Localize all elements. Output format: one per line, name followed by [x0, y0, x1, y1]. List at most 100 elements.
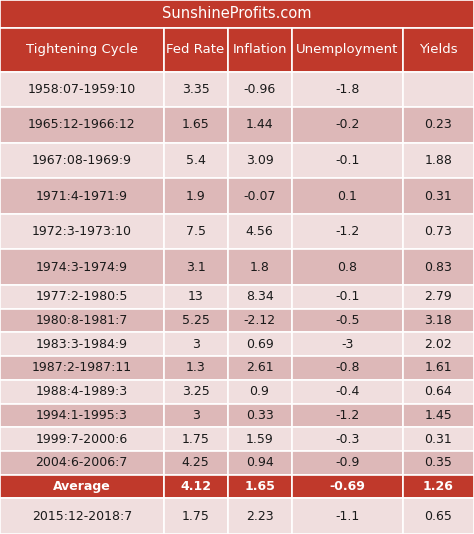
- Bar: [403, 380, 474, 404]
- Bar: [0, 28, 164, 72]
- Text: -0.4: -0.4: [335, 385, 359, 398]
- Bar: [292, 475, 403, 498]
- Text: 0.8: 0.8: [337, 261, 357, 274]
- Text: -0.8: -0.8: [335, 362, 359, 374]
- Text: 1.88: 1.88: [425, 154, 452, 167]
- Bar: [292, 143, 403, 178]
- Text: 4.12: 4.12: [180, 480, 211, 493]
- Bar: [228, 475, 292, 498]
- Text: 0.65: 0.65: [425, 510, 452, 523]
- Bar: [292, 451, 403, 475]
- Text: 3.18: 3.18: [425, 314, 452, 327]
- Bar: [403, 285, 474, 309]
- Bar: [228, 309, 292, 333]
- Bar: [164, 285, 228, 309]
- Text: 1.45: 1.45: [425, 409, 452, 422]
- Text: -1.1: -1.1: [335, 510, 359, 523]
- Bar: [0, 451, 164, 475]
- Bar: [0, 475, 164, 498]
- Bar: [403, 427, 474, 451]
- Text: 0.73: 0.73: [425, 225, 452, 238]
- Text: 1977:2-1980:5: 1977:2-1980:5: [36, 290, 128, 303]
- Bar: [228, 380, 292, 404]
- Bar: [0, 333, 164, 356]
- Bar: [228, 72, 292, 107]
- Text: -0.1: -0.1: [335, 154, 359, 167]
- Text: 4.56: 4.56: [246, 225, 273, 238]
- Text: 1999:7-2000:6: 1999:7-2000:6: [36, 433, 128, 446]
- Bar: [292, 498, 403, 534]
- Bar: [228, 107, 292, 143]
- Text: 4.25: 4.25: [182, 457, 210, 469]
- Text: -1.2: -1.2: [335, 225, 359, 238]
- Text: 0.83: 0.83: [425, 261, 452, 274]
- Bar: [228, 285, 292, 309]
- Bar: [403, 356, 474, 380]
- Bar: [403, 498, 474, 534]
- Text: 3.35: 3.35: [182, 83, 210, 96]
- Bar: [228, 143, 292, 178]
- Text: 7.5: 7.5: [185, 225, 206, 238]
- Bar: [164, 356, 228, 380]
- Bar: [0, 178, 164, 214]
- Text: -0.1: -0.1: [335, 290, 359, 303]
- Text: Average: Average: [53, 480, 110, 493]
- Text: 0.33: 0.33: [246, 409, 273, 422]
- Text: -2.12: -2.12: [244, 314, 275, 327]
- Bar: [403, 475, 474, 498]
- Text: Yields: Yields: [419, 43, 458, 56]
- Bar: [228, 178, 292, 214]
- Text: 0.23: 0.23: [425, 119, 452, 131]
- Text: -0.07: -0.07: [243, 190, 276, 202]
- Text: -1.2: -1.2: [335, 409, 359, 422]
- Text: 2.61: 2.61: [246, 362, 273, 374]
- Text: 1965:12-1966:12: 1965:12-1966:12: [28, 119, 136, 131]
- Text: SunshineProfits.com: SunshineProfits.com: [162, 6, 312, 21]
- Text: 1967:08-1969:9: 1967:08-1969:9: [32, 154, 132, 167]
- Text: 1958:07-1959:10: 1958:07-1959:10: [27, 83, 136, 96]
- Text: 1.26: 1.26: [423, 480, 454, 493]
- Bar: [403, 451, 474, 475]
- Text: 1983:3-1984:9: 1983:3-1984:9: [36, 338, 128, 351]
- Bar: [164, 451, 228, 475]
- Bar: [0, 285, 164, 309]
- Bar: [0, 356, 164, 380]
- Text: 0.69: 0.69: [246, 338, 273, 351]
- Text: 2.79: 2.79: [425, 290, 452, 303]
- Text: 0.64: 0.64: [425, 385, 452, 398]
- Text: 2.23: 2.23: [246, 510, 273, 523]
- Text: 1.9: 1.9: [186, 190, 205, 202]
- Bar: [228, 28, 292, 72]
- Bar: [164, 214, 228, 249]
- Bar: [164, 107, 228, 143]
- Bar: [0, 107, 164, 143]
- Text: 1.65: 1.65: [182, 119, 210, 131]
- Text: 1.75: 1.75: [182, 510, 210, 523]
- Text: -0.96: -0.96: [243, 83, 276, 96]
- Text: Inflation: Inflation: [232, 43, 287, 56]
- Text: 13: 13: [188, 290, 203, 303]
- Bar: [0, 404, 164, 427]
- Bar: [292, 107, 403, 143]
- Bar: [0, 309, 164, 333]
- Bar: [292, 249, 403, 285]
- Text: 3.25: 3.25: [182, 385, 210, 398]
- Bar: [292, 72, 403, 107]
- Bar: [292, 214, 403, 249]
- Bar: [0, 143, 164, 178]
- Bar: [164, 249, 228, 285]
- Bar: [228, 214, 292, 249]
- Bar: [228, 249, 292, 285]
- Bar: [292, 427, 403, 451]
- Bar: [228, 498, 292, 534]
- Bar: [164, 498, 228, 534]
- Text: 1971:4-1971:9: 1971:4-1971:9: [36, 190, 128, 202]
- Bar: [0, 427, 164, 451]
- Bar: [403, 309, 474, 333]
- Bar: [228, 404, 292, 427]
- Bar: [292, 309, 403, 333]
- Text: 1.59: 1.59: [246, 433, 273, 446]
- Text: 3.09: 3.09: [246, 154, 273, 167]
- Bar: [292, 404, 403, 427]
- Text: -0.2: -0.2: [335, 119, 359, 131]
